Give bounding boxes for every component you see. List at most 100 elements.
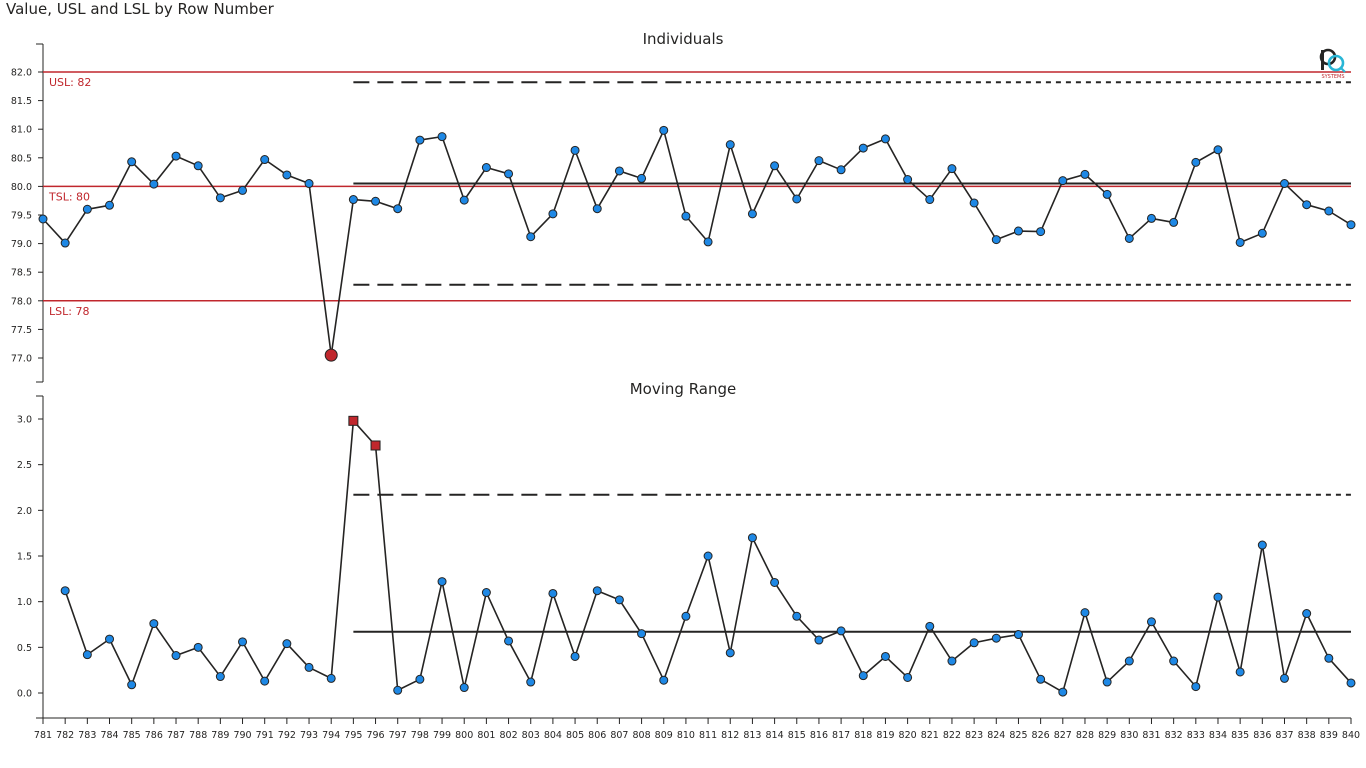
data-point: [659, 675, 669, 685]
data-point: [681, 211, 691, 221]
signal-point: [324, 348, 338, 362]
data-point: [703, 237, 713, 247]
data-point: [1324, 653, 1334, 663]
data-point: [1279, 179, 1289, 189]
data-point: [1080, 608, 1090, 618]
data-point: [614, 166, 624, 176]
data-point: [1080, 169, 1090, 179]
data-point: [991, 235, 1001, 245]
x-tick-label: 824: [987, 730, 1005, 741]
x-tick-label: 825: [1009, 730, 1027, 741]
data-point: [991, 633, 1001, 643]
data-point: [1169, 656, 1179, 666]
data-point: [1302, 200, 1312, 210]
data-point: [925, 195, 935, 205]
x-tick-label: 782: [56, 730, 74, 741]
x-tick-label: 827: [1054, 730, 1072, 741]
data-point: [171, 651, 181, 661]
data-point: [105, 200, 115, 210]
x-tick-label: 809: [655, 730, 673, 741]
x-tick-label: 813: [743, 730, 761, 741]
x-tick-label: 811: [699, 730, 717, 741]
data-point: [1102, 677, 1112, 687]
data-point: [1302, 609, 1312, 619]
y-tick-label: 80.0: [11, 182, 32, 193]
x-tick-label: 791: [256, 730, 274, 741]
data-point: [947, 164, 957, 174]
signal-point: [348, 415, 359, 426]
x-tick-label: 818: [854, 730, 872, 741]
x-tick-label: 812: [721, 730, 739, 741]
data-point: [1036, 674, 1046, 684]
y-tick-label: 3.0: [17, 415, 32, 426]
x-tick-label: 788: [189, 730, 207, 741]
data-point: [304, 179, 314, 189]
data-point: [770, 161, 780, 171]
data-point: [592, 204, 602, 214]
data-point: [681, 611, 691, 621]
x-tick-label: 799: [433, 730, 451, 741]
x-tick-label: 814: [766, 730, 784, 741]
x-tick-label: 822: [943, 730, 961, 741]
y-tick-label: 1.5: [17, 552, 32, 563]
x-tick-label: 792: [278, 730, 296, 741]
moving-range-panel: Moving Range 0.0 0.5 1.0 1.5 2.0 2.5 3.0: [17, 380, 1356, 719]
x-tick-label: 820: [899, 730, 917, 741]
data-point: [393, 204, 403, 214]
data-point: [570, 145, 580, 155]
data-point: [437, 132, 447, 142]
data-point: [127, 157, 137, 167]
x-axis: 781 782 783 784 785 786 787 788 789 790 791 792 793 7…: [34, 717, 1360, 741]
x-tick-label: 817: [832, 730, 850, 741]
x-tick-label: 829: [1098, 730, 1116, 741]
data-point: [504, 636, 514, 646]
data-point: [725, 648, 735, 658]
data-point: [637, 629, 647, 639]
data-point: [725, 140, 735, 150]
signal-point: [370, 440, 381, 451]
data-point: [1346, 220, 1356, 230]
x-tick-label: 786: [145, 730, 163, 741]
data-point: [969, 198, 979, 208]
x-tick-label: 785: [123, 730, 141, 741]
y-tick-label: 80.5: [11, 153, 32, 164]
data-point: [238, 185, 248, 195]
series-line: [42, 129, 1352, 356]
y-tick-label: 2.0: [17, 506, 32, 517]
x-tick-label: 821: [921, 730, 939, 741]
data-point: [659, 125, 669, 135]
data-point: [570, 651, 580, 661]
data-point: [127, 680, 137, 690]
data-point: [282, 170, 292, 180]
data-point: [592, 586, 602, 596]
data-point: [1102, 189, 1112, 199]
data-point: [1324, 206, 1334, 216]
data-point: [880, 651, 890, 661]
y-tick-label: 0.5: [17, 643, 32, 654]
data-point: [703, 551, 713, 561]
logo-icon: SYSTEMS: [1319, 48, 1346, 80]
x-tick-label: 804: [544, 730, 562, 741]
data-point: [393, 685, 403, 695]
data-point: [260, 676, 270, 686]
x-tick-label: 801: [477, 730, 495, 741]
data-point: [149, 619, 159, 629]
x-tick-label: 828: [1076, 730, 1094, 741]
data-point: [614, 595, 624, 605]
y-tick-label: 79.5: [11, 211, 32, 222]
data-point: [193, 642, 203, 652]
data-point: [415, 135, 425, 145]
data-point: [1013, 630, 1023, 640]
data-point: [1346, 678, 1356, 688]
x-tick-label: 837: [1275, 730, 1293, 741]
data-point: [770, 577, 780, 587]
x-tick-label: 793: [300, 730, 318, 741]
data-point: [814, 156, 824, 166]
data-point: [858, 143, 868, 153]
x-tick-label: 787: [167, 730, 185, 741]
y-tick-label: 77.0: [11, 354, 32, 365]
x-tick-label: 807: [610, 730, 628, 741]
x-tick-label: 803: [522, 730, 540, 741]
y-tick-label: 77.5: [11, 325, 32, 336]
